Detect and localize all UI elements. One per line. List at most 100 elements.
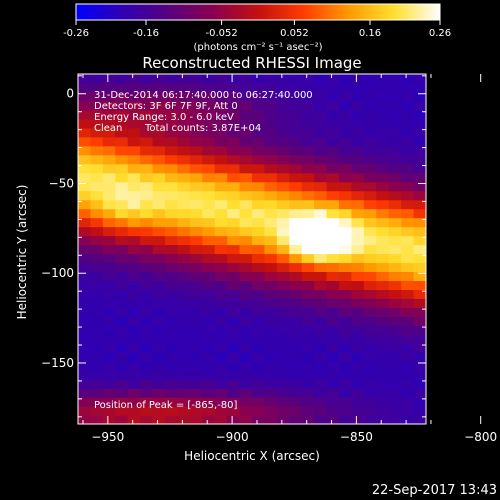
heatmap-cell: [301, 217, 315, 228]
heatmap-cell: [102, 163, 116, 174]
heatmap-cell: [276, 145, 290, 156]
heatmap-cell: [189, 118, 203, 129]
heatmap-cell: [214, 74, 228, 84]
heatmap-cell: [363, 415, 377, 424]
heatmap-cell: [413, 361, 426, 371]
heatmap-cell: [289, 217, 303, 228]
heatmap-cell: [276, 235, 290, 246]
heatmap-cell: [252, 190, 266, 201]
heatmap-cell: [102, 343, 116, 353]
heatmap-cell: [227, 235, 241, 246]
heatmap-cell: [239, 307, 253, 317]
heatmap-cell: [189, 109, 203, 120]
heatmap-cell: [314, 271, 328, 282]
heatmap-cell: [401, 262, 415, 273]
heatmap-cell: [127, 217, 141, 228]
x-tick-label: −800: [464, 430, 497, 444]
heatmap-cell: [264, 127, 278, 138]
heatmap-cell: [90, 181, 104, 192]
heatmap-cell: [264, 199, 278, 210]
heatmap-cell: [413, 352, 426, 362]
heatmap-cell: [326, 118, 340, 129]
heatmap-cell: [388, 235, 402, 246]
heatmap-cell: [78, 379, 92, 389]
heatmap-cell: [351, 163, 365, 174]
heatmap-cell: [202, 397, 216, 407]
heatmap-cell: [140, 145, 154, 156]
heatmap-cell: [401, 352, 415, 362]
heatmap-cell: [239, 74, 253, 84]
heatmap-cell: [189, 388, 203, 398]
heatmap-cell: [301, 262, 315, 273]
heatmap-cell: [202, 370, 216, 380]
heatmap-cell: [239, 352, 253, 362]
heatmap-cell: [264, 370, 278, 380]
heatmap-cell: [339, 82, 353, 93]
heatmap-cell: [127, 190, 141, 201]
heatmap-cell: [140, 253, 154, 264]
heatmap-cell: [363, 280, 377, 290]
heatmap-cell: [227, 136, 241, 147]
heatmap-cell: [252, 280, 266, 290]
heatmap-cell: [326, 154, 340, 165]
heatmap-cell: [214, 370, 228, 380]
heatmap-cell: [289, 388, 303, 398]
heatmap-cell: [127, 127, 141, 138]
heatmap-cell: [314, 415, 328, 424]
heatmap-cell: [115, 226, 129, 237]
heatmap-cell: [115, 127, 129, 138]
heatmap-cell: [165, 181, 179, 192]
heatmap-cell: [314, 307, 328, 317]
heatmap-cell: [78, 415, 92, 424]
heatmap-cell: [413, 316, 426, 326]
heatmap-cell: [202, 127, 216, 138]
heatmap-cell: [202, 352, 216, 362]
heatmap-cell: [326, 415, 340, 424]
heatmap-cell: [115, 172, 129, 183]
heatmap-cell: [239, 298, 253, 308]
heatmap-cell: [413, 244, 426, 255]
heatmap-cell: [252, 235, 266, 246]
heatmap-cell: [301, 208, 315, 219]
heatmap-cell: [227, 352, 241, 362]
heatmap-cell: [152, 145, 166, 156]
heatmap-cell: [127, 352, 141, 362]
heatmap-cell: [165, 271, 179, 282]
heatmap-cell: [90, 271, 104, 282]
heatmap-cell: [376, 91, 390, 102]
heatmap-cell: [165, 190, 179, 201]
heatmap-cell: [363, 145, 377, 156]
heatmap-cell: [276, 100, 290, 111]
heatmap-cell: [276, 316, 290, 326]
heatmap-cell: [339, 343, 353, 353]
heatmap-cell: [90, 280, 104, 290]
heatmap-cell: [276, 244, 290, 255]
heatmap-cell: [289, 244, 303, 255]
heatmap-cell: [289, 253, 303, 264]
heatmap-cell: [276, 74, 290, 84]
heatmap-cell: [90, 136, 104, 147]
heatmap-cell: [165, 343, 179, 353]
heatmap-cell: [314, 217, 328, 228]
heatmap-cell: [401, 388, 415, 398]
heatmap-cell: [202, 334, 216, 344]
heatmap-cell: [363, 74, 377, 84]
heatmap-cell: [413, 388, 426, 398]
heatmap-cell: [177, 82, 191, 93]
heatmap-cell: [252, 298, 266, 308]
heatmap-cell: [189, 361, 203, 371]
heatmap-cell: [189, 298, 203, 308]
heatmap-cell: [376, 298, 390, 308]
heatmap-cell: [227, 388, 241, 398]
heatmap-cell: [202, 379, 216, 389]
heatmap-cell: [202, 190, 216, 201]
heatmap-cell: [78, 289, 92, 299]
heatmap-cell: [401, 244, 415, 255]
heatmap-cell: [363, 244, 377, 255]
heatmap-cell: [177, 172, 191, 183]
heatmap-cell: [276, 136, 290, 147]
heatmap-cell: [78, 163, 92, 174]
heatmap-cell: [301, 271, 315, 282]
heatmap-cell: [214, 118, 228, 129]
heatmap-cell: [326, 136, 340, 147]
